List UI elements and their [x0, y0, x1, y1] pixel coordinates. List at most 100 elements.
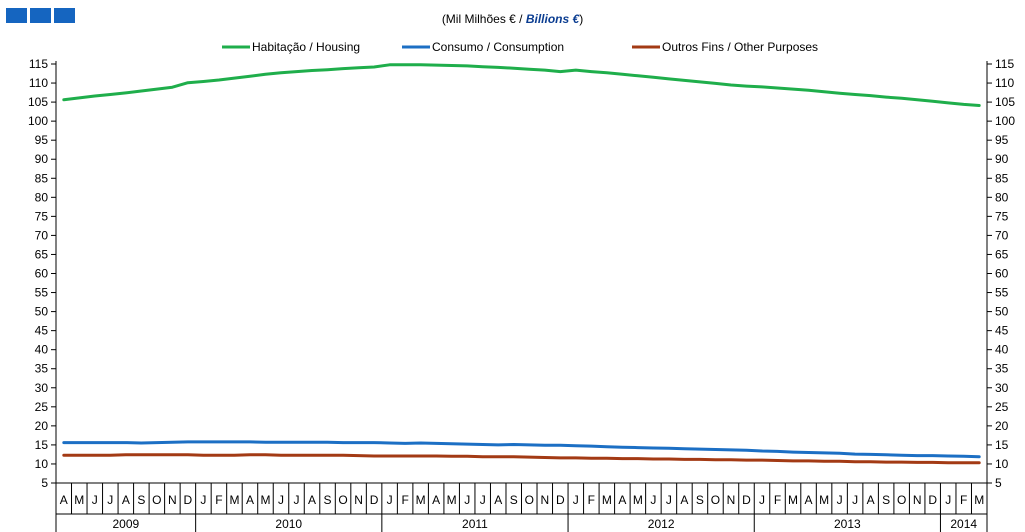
- x-month-label: J: [387, 493, 393, 507]
- x-month-label: M: [74, 493, 84, 507]
- x-month-label: A: [494, 493, 502, 507]
- x-month-label: F: [401, 493, 408, 507]
- x-month-label: M: [788, 493, 798, 507]
- y-tick-label-left: 65: [35, 247, 49, 261]
- legend-label-1: Consumo / Consumption: [432, 40, 564, 54]
- x-month-label: A: [432, 493, 440, 507]
- x-month-label: N: [913, 493, 922, 507]
- y-tick-label-left: 40: [35, 343, 49, 357]
- x-month-label: J: [852, 493, 858, 507]
- series-line-0: [62, 63, 981, 107]
- chart-series: [62, 63, 981, 465]
- y-tick-label-right: 30: [995, 381, 1009, 395]
- x-month-label: M: [229, 493, 239, 507]
- y-tick-label-left: 45: [35, 324, 49, 338]
- x-month-label: D: [556, 493, 565, 507]
- y-tick-label-right: 105: [995, 95, 1015, 109]
- y-tick-label-right: 110: [995, 76, 1014, 90]
- x-month-label: F: [960, 493, 967, 507]
- y-tick-label-left: 30: [35, 381, 49, 395]
- subtitle-unit-en: Billions €: [525, 12, 580, 26]
- y-tick-label-right: 5: [995, 476, 1002, 490]
- y-tick-label-left: 55: [35, 286, 49, 300]
- x-month-label: F: [215, 493, 222, 507]
- logo-block: [54, 8, 75, 23]
- x-month-label: J: [666, 493, 672, 507]
- y-tick-label-left: 90: [35, 152, 49, 166]
- x-month-label: O: [525, 493, 534, 507]
- x-month-label: J: [759, 493, 765, 507]
- y-tick-label-left: 75: [35, 209, 49, 223]
- x-month-label: O: [338, 493, 347, 507]
- y-tick-label-right: 85: [995, 171, 1009, 185]
- x-month-label: O: [152, 493, 161, 507]
- subtitle-unit-pt: (Mil Milhões € /: [441, 12, 526, 26]
- y-tick-label-right: 15: [995, 438, 1009, 452]
- x-year-label: 2009: [112, 517, 139, 531]
- legend-label-0: Habitação / Housing: [252, 40, 360, 54]
- y-tick-label-right: 65: [995, 247, 1009, 261]
- subtitle-close: ): [579, 12, 584, 26]
- chart-legend: Habitação / Housing Consumo / Consumption…: [222, 40, 818, 54]
- y-tick-label-left: 80: [35, 190, 49, 204]
- x-month-label: O: [897, 493, 906, 507]
- x-month-label: N: [540, 493, 549, 507]
- x-month-label: S: [137, 493, 145, 507]
- x-month-label: J: [945, 493, 951, 507]
- x-month-label: M: [416, 493, 426, 507]
- x-month-label: A: [618, 493, 626, 507]
- logo-block: [30, 8, 51, 23]
- y-tick-label-left: 20: [35, 419, 49, 433]
- y-tick-label-right: 75: [995, 209, 1009, 223]
- y-tick-label-left: 5: [41, 476, 48, 490]
- x-month-label: N: [168, 493, 177, 507]
- y-tick-label-left: 70: [35, 228, 49, 242]
- y-tick-label-left: 105: [28, 95, 48, 109]
- brand-logo: [6, 8, 75, 23]
- y-tick-label-left: 110: [29, 76, 48, 90]
- x-month-label: D: [184, 493, 193, 507]
- y-tick-label-left: 100: [28, 114, 48, 128]
- y-tick-label-right: 55: [995, 286, 1009, 300]
- series-line-2: [62, 453, 981, 465]
- x-month-label: J: [107, 493, 113, 507]
- x-month-label: J: [200, 493, 206, 507]
- x-month-label: M: [260, 493, 270, 507]
- x-month-label: J: [464, 493, 470, 507]
- y-tick-label-right: 20: [995, 419, 1009, 433]
- x-month-label: J: [573, 493, 579, 507]
- legend-label-2: Outros Fins / Other Purposes: [662, 40, 818, 54]
- x-month-label: M: [974, 493, 984, 507]
- y-tick-label-right: 40: [995, 343, 1009, 357]
- x-month-label: M: [633, 493, 643, 507]
- x-month-label: D: [928, 493, 937, 507]
- y-tick-label-left: 10: [35, 457, 49, 471]
- y-tick-label-left: 95: [35, 133, 49, 147]
- y-tick-label-left: 60: [35, 267, 49, 281]
- y-tick-label-right: 10: [995, 457, 1009, 471]
- y-tick-label-left: 85: [35, 171, 49, 185]
- x-month-label: J: [294, 493, 300, 507]
- x-month-label: F: [774, 493, 781, 507]
- x-month-label: N: [354, 493, 363, 507]
- y-tick-label-right: 115: [995, 57, 1014, 71]
- y-tick-label-left: 15: [35, 438, 49, 452]
- x-month-label: A: [805, 493, 813, 507]
- x-month-label: J: [650, 493, 656, 507]
- x-year-label: 2014: [950, 517, 977, 531]
- logo-block: [6, 8, 27, 23]
- x-year-label: 2013: [834, 517, 861, 531]
- y-tick-label-left: 115: [29, 57, 48, 71]
- x-month-label: O: [711, 493, 720, 507]
- x-month-label: A: [308, 493, 316, 507]
- x-month-label: S: [324, 493, 332, 507]
- y-tick-label-right: 60: [995, 267, 1009, 281]
- x-month-label: M: [819, 493, 829, 507]
- x-month-label: M: [602, 493, 612, 507]
- x-year-label: 2012: [648, 517, 675, 531]
- x-month-label: A: [122, 493, 130, 507]
- y-tick-label-right: 95: [995, 133, 1009, 147]
- x-month-label: A: [680, 493, 688, 507]
